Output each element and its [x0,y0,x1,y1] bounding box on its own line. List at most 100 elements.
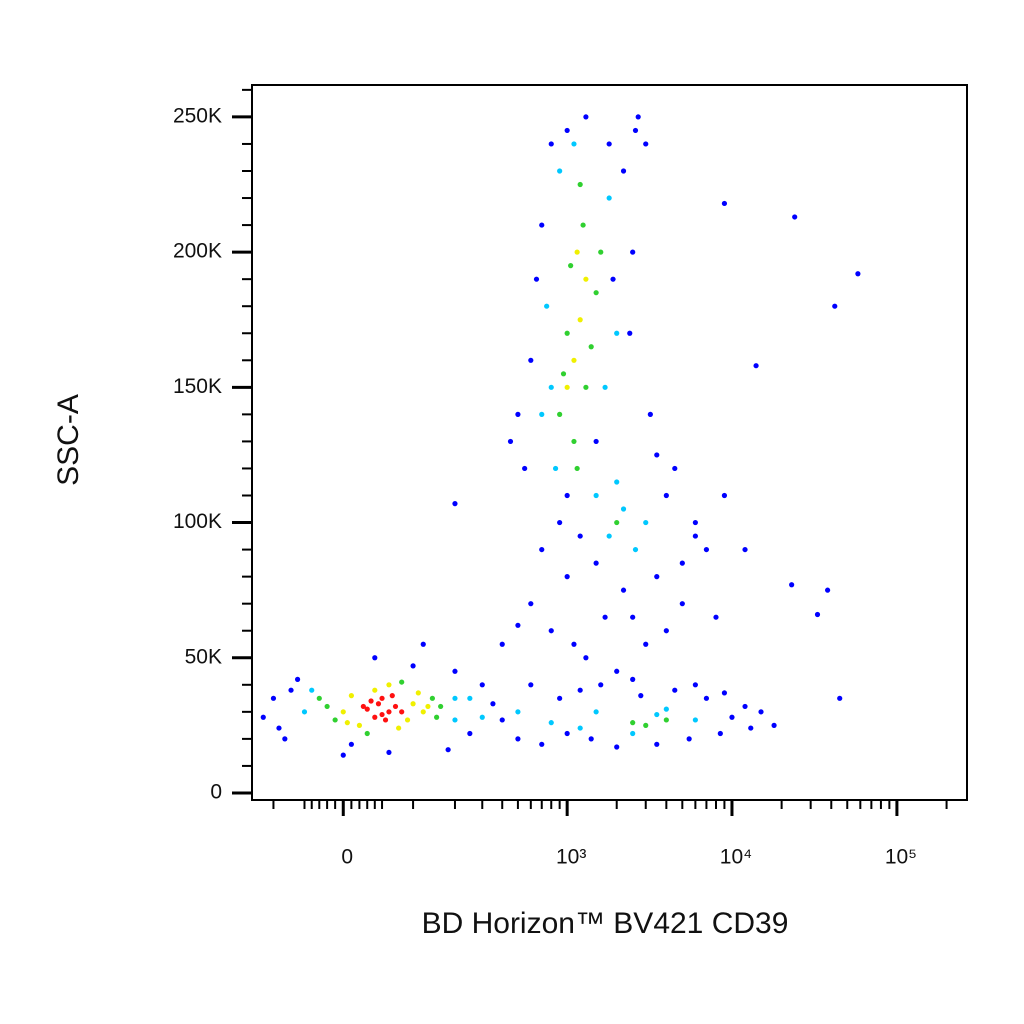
point [515,709,521,715]
point [571,438,577,445]
point [571,641,577,647]
point [606,195,612,201]
point [679,601,685,607]
point [583,655,589,661]
point [583,384,589,390]
point [574,465,580,472]
point [396,725,402,731]
point [814,611,821,618]
point [379,711,385,718]
point [672,465,678,472]
point [467,695,473,701]
point [654,574,660,580]
point [577,181,583,188]
point [372,714,378,720]
point [571,357,577,363]
point [614,330,620,336]
point [663,706,669,712]
point [620,168,627,174]
y-axis-label: SSC-A [52,394,85,486]
point [420,641,426,647]
point [593,492,599,499]
point [630,720,636,726]
point [360,703,366,710]
point [309,687,315,693]
point [638,693,644,699]
point [294,676,301,682]
point [389,693,395,699]
point [522,465,528,472]
point [703,695,710,701]
point [404,717,411,723]
point [593,560,599,566]
point [301,709,308,715]
point [825,587,831,593]
point [425,703,431,710]
point [429,695,435,701]
point [564,127,570,134]
point [630,676,636,682]
point [270,695,277,701]
y-tick-label: 200K [173,240,222,263]
point [679,560,685,566]
point [557,519,563,526]
point [564,384,570,390]
point [692,717,698,723]
point [789,582,795,588]
point [654,741,660,747]
point [632,546,639,553]
point [692,682,698,688]
point [557,168,563,174]
point [627,330,633,336]
point [548,384,554,390]
point [564,574,570,580]
point [593,290,599,296]
point [717,730,723,737]
point [593,438,599,445]
point [544,303,550,309]
point [729,714,735,720]
point [703,546,710,553]
point [742,546,748,553]
point [479,682,485,688]
point [598,682,604,688]
point [356,722,363,728]
point [758,709,764,715]
point [721,200,728,207]
point [379,695,385,701]
point [571,141,577,147]
point [445,747,451,753]
point [539,546,545,553]
point [364,730,370,737]
point [583,276,589,282]
point [614,519,620,526]
x-tick-label: 10⁵ [885,846,917,869]
point [507,438,514,445]
point [654,711,660,718]
point [399,679,405,685]
point [643,722,649,728]
point [721,492,728,499]
point [692,533,698,539]
point [643,641,649,647]
point [386,709,392,715]
point [364,706,370,712]
point [713,614,719,620]
plot-frame [251,84,968,801]
point [260,714,266,720]
point [548,720,554,726]
point [663,628,669,634]
point [533,276,540,282]
point [630,614,636,620]
point [577,687,583,693]
y-tick-label: 250K [173,104,222,127]
y-tick-label: 150K [173,375,222,398]
point [574,249,580,255]
point [686,736,692,742]
point [288,687,294,693]
point [610,276,616,282]
point [348,693,354,699]
point [490,701,496,707]
point [614,479,620,485]
